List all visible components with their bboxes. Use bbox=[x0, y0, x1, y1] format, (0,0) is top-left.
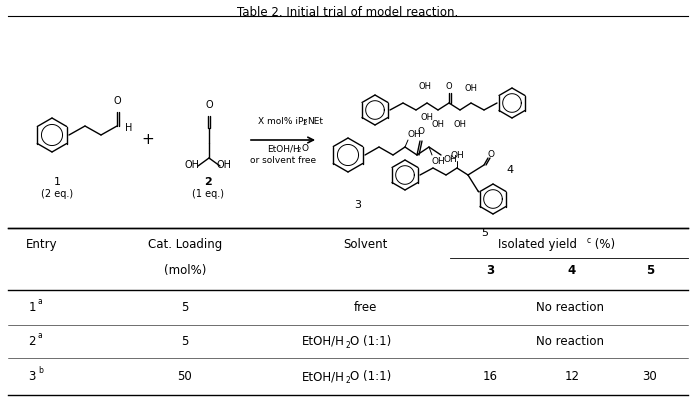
Text: OH: OH bbox=[184, 160, 200, 170]
Text: 2: 2 bbox=[345, 341, 350, 350]
Text: a: a bbox=[38, 297, 42, 306]
Text: 4: 4 bbox=[507, 165, 514, 175]
Text: EtOH/H: EtOH/H bbox=[302, 370, 345, 383]
Text: OH: OH bbox=[431, 157, 445, 166]
Text: 50: 50 bbox=[177, 370, 192, 383]
Text: 3: 3 bbox=[29, 370, 36, 383]
Text: O (1:1): O (1:1) bbox=[350, 370, 391, 383]
Text: O: O bbox=[418, 127, 425, 136]
Text: 2: 2 bbox=[204, 177, 212, 187]
Text: EtOH/H: EtOH/H bbox=[302, 335, 345, 348]
Text: 5: 5 bbox=[482, 228, 489, 238]
Text: 12: 12 bbox=[564, 370, 580, 383]
Text: OH: OH bbox=[450, 151, 464, 160]
Text: Solvent: Solvent bbox=[343, 238, 387, 251]
Text: Isolated yield: Isolated yield bbox=[498, 238, 576, 251]
Text: O: O bbox=[113, 96, 121, 106]
Text: 5: 5 bbox=[182, 335, 189, 348]
Text: 3: 3 bbox=[354, 200, 361, 210]
Text: 3: 3 bbox=[486, 264, 494, 277]
Text: 2: 2 bbox=[345, 376, 350, 385]
Text: O: O bbox=[445, 82, 452, 91]
Text: OH: OH bbox=[464, 84, 477, 93]
Text: OH: OH bbox=[216, 160, 232, 170]
Text: OH: OH bbox=[443, 154, 457, 164]
Text: O: O bbox=[205, 100, 213, 110]
Text: No reaction: No reaction bbox=[536, 335, 604, 348]
Text: 30: 30 bbox=[642, 370, 658, 383]
Text: OH: OH bbox=[454, 120, 466, 129]
Text: c: c bbox=[587, 236, 591, 245]
Text: 4: 4 bbox=[568, 264, 576, 277]
Text: Entry: Entry bbox=[26, 238, 58, 251]
Text: (%): (%) bbox=[591, 238, 615, 251]
Text: OH: OH bbox=[420, 113, 434, 122]
Text: 2: 2 bbox=[297, 147, 301, 153]
Text: OH: OH bbox=[418, 82, 432, 91]
Text: (2 eq.): (2 eq.) bbox=[41, 189, 73, 199]
Text: 1: 1 bbox=[54, 177, 61, 187]
Text: H: H bbox=[125, 123, 132, 133]
Text: O: O bbox=[488, 150, 495, 159]
Text: 5: 5 bbox=[182, 301, 189, 314]
Text: a: a bbox=[38, 331, 42, 340]
Text: EtOH/H: EtOH/H bbox=[267, 144, 299, 153]
Text: O: O bbox=[301, 144, 308, 153]
Text: X mol% iPr: X mol% iPr bbox=[258, 117, 308, 126]
Text: 2: 2 bbox=[303, 120, 308, 126]
Text: b: b bbox=[38, 366, 43, 375]
Text: 5: 5 bbox=[646, 264, 654, 277]
Text: OH: OH bbox=[407, 130, 421, 139]
Text: 1: 1 bbox=[29, 301, 36, 314]
Text: or solvent free: or solvent free bbox=[250, 156, 316, 165]
Text: Cat. Loading: Cat. Loading bbox=[148, 238, 222, 251]
Text: free: free bbox=[354, 301, 377, 314]
Text: +: + bbox=[141, 133, 155, 148]
Text: O (1:1): O (1:1) bbox=[350, 335, 391, 348]
Text: 16: 16 bbox=[482, 370, 498, 383]
Text: NEt: NEt bbox=[307, 117, 323, 126]
Text: No reaction: No reaction bbox=[536, 301, 604, 314]
Text: (mol%): (mol%) bbox=[164, 264, 206, 277]
Text: OH: OH bbox=[432, 120, 445, 129]
Text: 2: 2 bbox=[29, 335, 36, 348]
Text: Table 2. Initial trial of model reaction.: Table 2. Initial trial of model reaction… bbox=[237, 6, 459, 19]
Text: (1 eq.): (1 eq.) bbox=[192, 189, 224, 199]
